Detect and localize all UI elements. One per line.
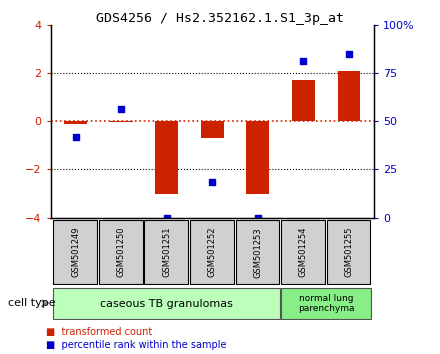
Point: [254, 215, 261, 221]
Text: GSM501255: GSM501255: [345, 227, 353, 278]
Bar: [281, 288, 371, 319]
Text: GSM501252: GSM501252: [208, 227, 217, 278]
Bar: [99, 220, 143, 284]
Bar: [326, 220, 370, 284]
Point: [209, 179, 216, 184]
Bar: [155, 121, 178, 194]
Text: normal lung
parenchyma: normal lung parenchyma: [298, 294, 355, 313]
Text: GDS4256 / Hs2.352162.1.S1_3p_at: GDS4256 / Hs2.352162.1.S1_3p_at: [96, 12, 344, 25]
Point: [163, 215, 170, 221]
Text: GSM501251: GSM501251: [162, 227, 171, 278]
Text: caseous TB granulomas: caseous TB granulomas: [100, 298, 233, 309]
Bar: [292, 80, 315, 121]
Bar: [337, 70, 360, 121]
Text: ■  transformed count: ■ transformed count: [46, 327, 152, 337]
Text: GSM501249: GSM501249: [71, 227, 80, 278]
Bar: [235, 220, 279, 284]
Text: cell type: cell type: [8, 298, 55, 308]
Point: [117, 106, 125, 112]
Text: GSM501254: GSM501254: [299, 227, 308, 278]
Bar: [53, 288, 280, 319]
Bar: [190, 220, 234, 284]
Bar: [281, 220, 325, 284]
Point: [300, 58, 307, 64]
Bar: [53, 220, 97, 284]
Text: GSM501250: GSM501250: [117, 227, 126, 278]
Bar: [201, 121, 224, 138]
Text: ■  percentile rank within the sample: ■ percentile rank within the sample: [46, 340, 227, 350]
Point: [345, 51, 352, 57]
Bar: [144, 220, 188, 284]
Bar: [246, 121, 269, 194]
Point: [72, 134, 79, 140]
Text: GSM501253: GSM501253: [253, 227, 262, 278]
Bar: [110, 121, 132, 122]
Bar: [64, 121, 87, 124]
